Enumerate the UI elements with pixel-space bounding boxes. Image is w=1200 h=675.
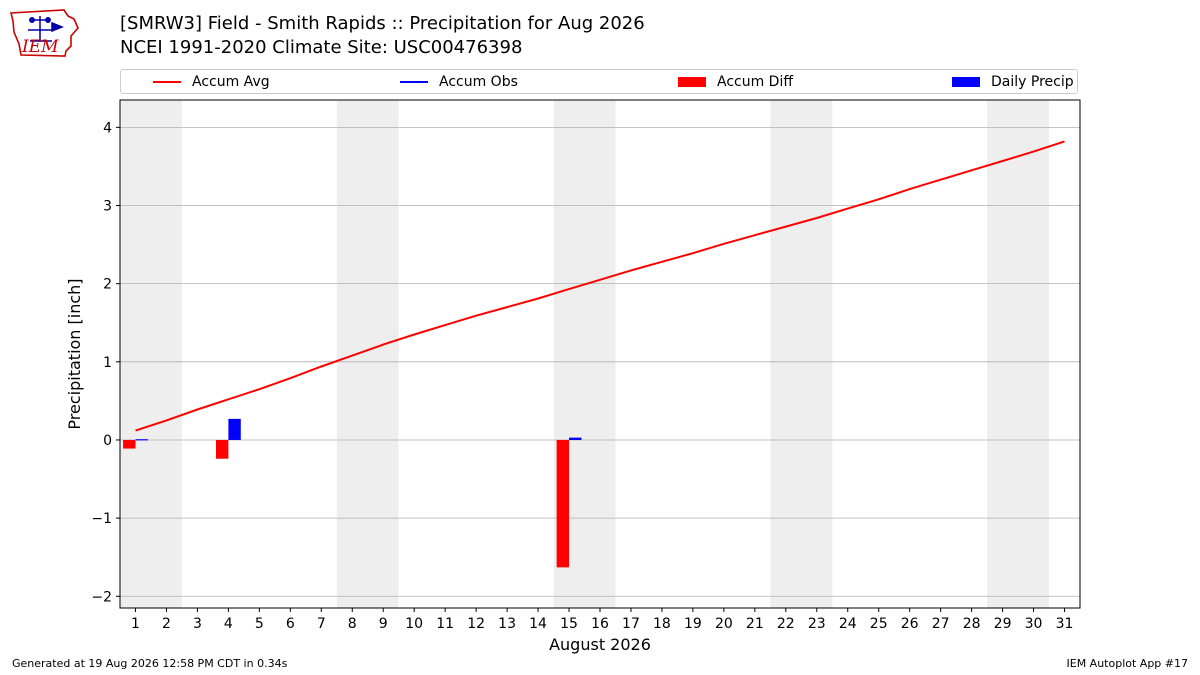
x-tick-label: 27 bbox=[932, 616, 950, 632]
y-tick-label: −1 bbox=[91, 511, 112, 527]
x-tick-label: 23 bbox=[808, 616, 826, 632]
y-tick-label: 1 bbox=[103, 355, 112, 371]
x-tick-label: 18 bbox=[653, 616, 671, 632]
weekend-shading-5 bbox=[987, 100, 1050, 608]
x-tick-label: 1 bbox=[131, 616, 140, 632]
y-axis-label: Precipitation [inch] bbox=[65, 278, 84, 429]
legend-item-accum-obs: Accum Obs bbox=[400, 73, 518, 91]
x-tick-label: 17 bbox=[622, 616, 640, 632]
logo-text: IEM bbox=[21, 37, 59, 57]
x-tick-label: 12 bbox=[467, 616, 485, 632]
x-tick-label: 7 bbox=[317, 616, 326, 632]
weather-station-icon bbox=[28, 16, 65, 42]
x-axis-label: August 2026 bbox=[549, 635, 651, 654]
x-tick-label: 28 bbox=[963, 616, 981, 632]
x-tick-label: 10 bbox=[405, 616, 423, 632]
iem-logo: IEM bbox=[9, 9, 79, 57]
x-tick-label: 15 bbox=[560, 616, 578, 632]
y-tick-label: 3 bbox=[103, 199, 112, 215]
x-tick-label: 9 bbox=[379, 616, 388, 632]
weekend-shading-1 bbox=[120, 100, 182, 608]
x-tick-label: 5 bbox=[255, 616, 264, 632]
x-tick-label: 16 bbox=[591, 616, 609, 632]
x-tick-label: 22 bbox=[777, 616, 795, 632]
legend-swatch-accum-avg bbox=[153, 81, 181, 83]
x-tick-label: 26 bbox=[901, 616, 919, 632]
legend-label-accum-diff: Accum Diff bbox=[717, 74, 794, 90]
y-tick-label: 2 bbox=[103, 277, 112, 293]
legend: Accum Avg Accum Obs Accum Diff Daily Pre… bbox=[120, 69, 1078, 94]
generated-timestamp: Generated at 19 Aug 2026 12:58 PM CDT in… bbox=[12, 657, 288, 670]
chart-title: [SMRW3] Field - Smith Rapids :: Precipit… bbox=[120, 13, 645, 34]
y-tick-label: 0 bbox=[103, 433, 112, 449]
x-tick-label: 8 bbox=[348, 616, 357, 632]
x-tick-label: 6 bbox=[286, 616, 295, 632]
x-tick-label: 24 bbox=[839, 616, 857, 632]
x-tick-label: 21 bbox=[746, 616, 764, 632]
x-tick-label: 31 bbox=[1056, 616, 1074, 632]
legend-item-accum-diff: Accum Diff bbox=[678, 73, 793, 91]
daily-precip-bar bbox=[569, 437, 582, 440]
x-tick-label: 20 bbox=[715, 616, 733, 632]
weekend-shading-2 bbox=[336, 100, 399, 608]
x-tick-label: 19 bbox=[684, 616, 702, 632]
app-credit: IEM Autoplot App #17 bbox=[1066, 657, 1189, 670]
chart-subtitle: NCEI 1991-2020 Climate Site: USC00476398 bbox=[120, 37, 523, 58]
accum-diff-bar bbox=[216, 439, 229, 459]
x-tick-label: 3 bbox=[193, 616, 202, 632]
accum-avg-line bbox=[135, 140, 1065, 432]
legend-label-accum-avg: Accum Avg bbox=[192, 74, 270, 90]
legend-swatch-accum-diff bbox=[678, 77, 706, 87]
daily-precip-bar bbox=[135, 439, 148, 441]
legend-label-daily-precip: Daily Precip bbox=[991, 74, 1074, 90]
legend-label-accum-obs: Accum Obs bbox=[439, 74, 518, 90]
x-tick-label: 4 bbox=[224, 616, 233, 632]
legend-item-daily-precip: Daily Precip bbox=[952, 73, 1074, 91]
x-tick-label: 25 bbox=[870, 616, 888, 632]
x-tick-label: 30 bbox=[1025, 616, 1043, 632]
accum-diff-bar bbox=[556, 439, 570, 568]
x-tick-label: 11 bbox=[436, 616, 454, 632]
y-tick-label: 4 bbox=[103, 120, 112, 136]
legend-swatch-accum-obs bbox=[400, 81, 428, 83]
y-tick-label: −2 bbox=[91, 589, 112, 605]
x-tick-label: 2 bbox=[162, 616, 171, 632]
daily-precip-bar bbox=[228, 418, 241, 440]
legend-item-accum-avg: Accum Avg bbox=[153, 73, 270, 91]
x-tick-label: 29 bbox=[994, 616, 1012, 632]
x-tick-label: 14 bbox=[529, 616, 547, 632]
legend-swatch-daily-precip bbox=[952, 77, 980, 87]
iowa-state-outline bbox=[9, 9, 79, 57]
weekend-shading-4 bbox=[770, 100, 833, 608]
x-tick-label: 13 bbox=[498, 616, 516, 632]
accum-diff-bar bbox=[123, 439, 136, 449]
